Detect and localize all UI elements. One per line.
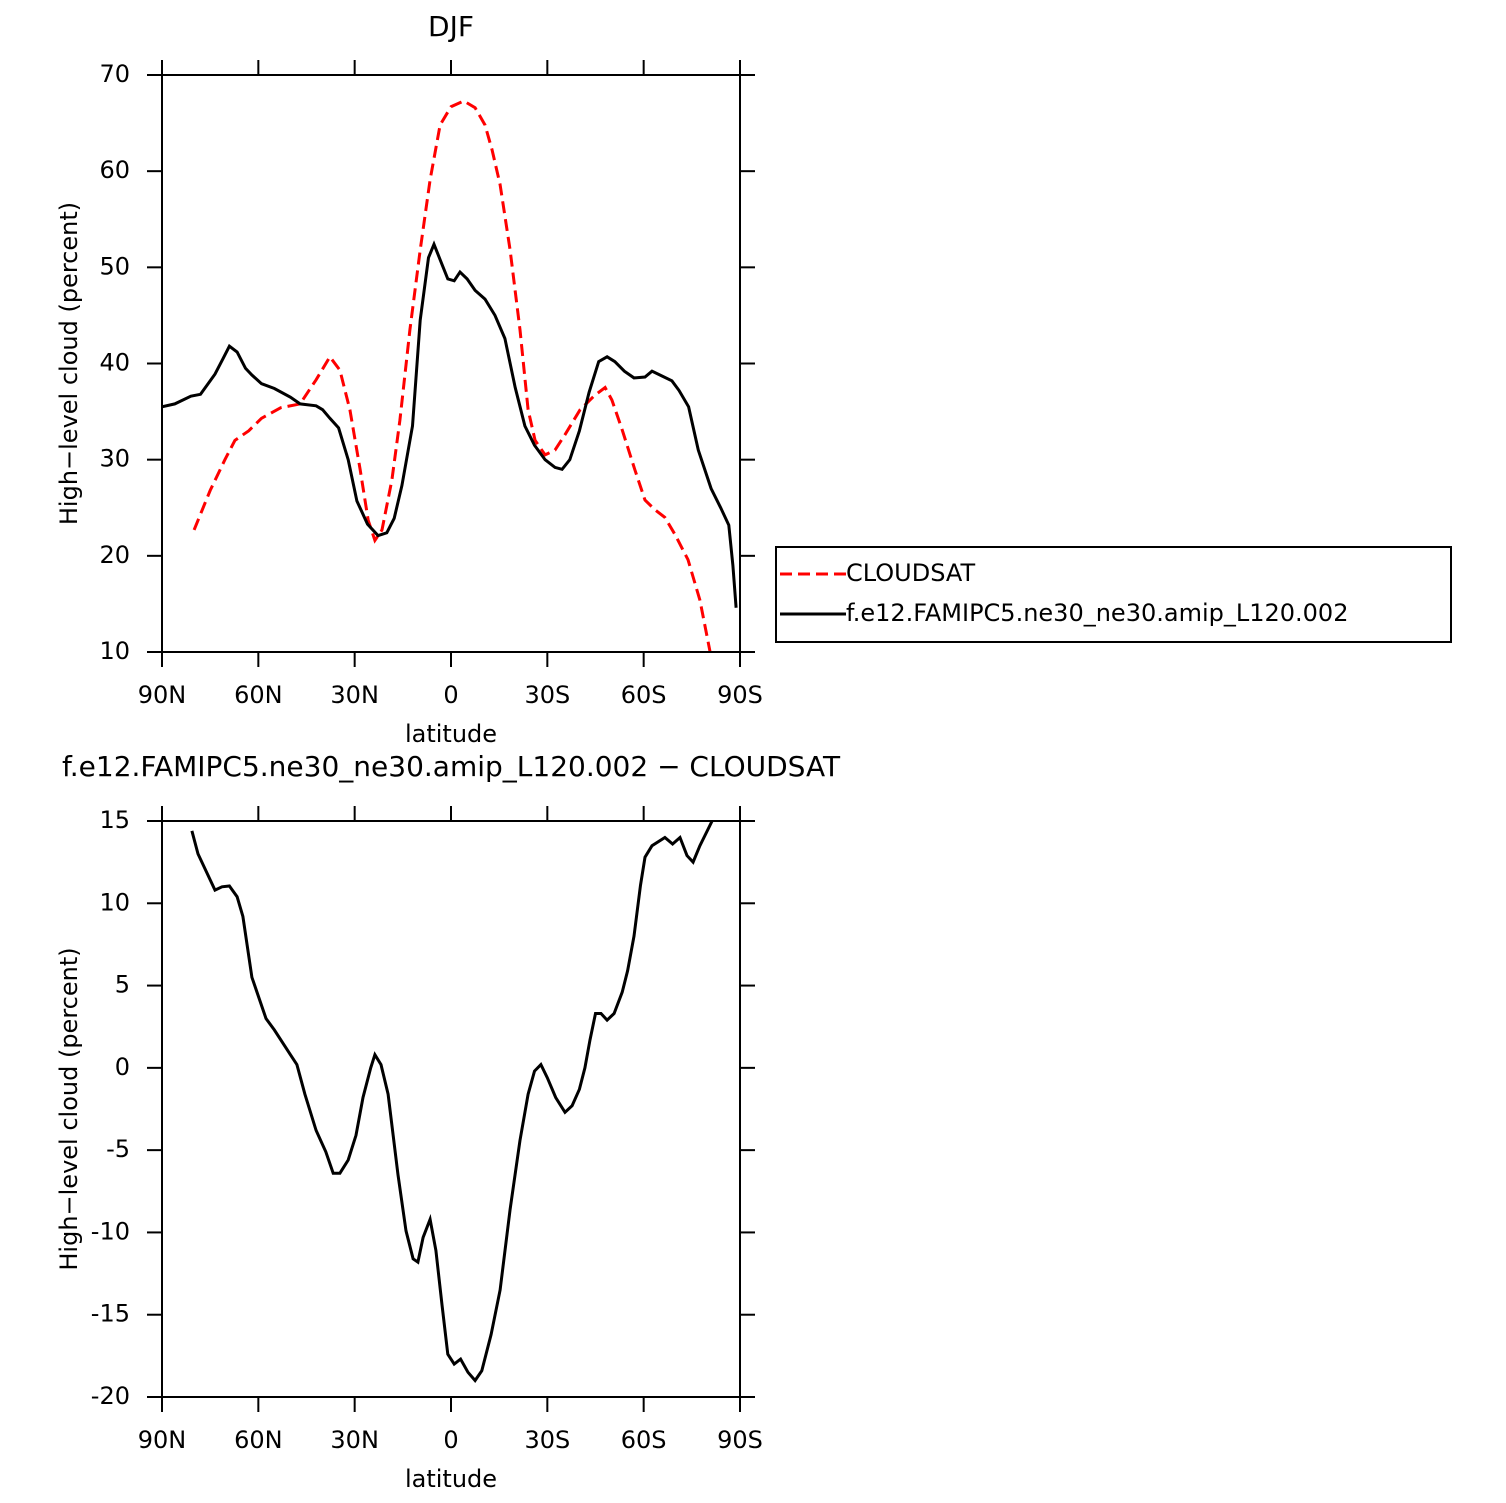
x-tick-label: 90S [717, 1426, 763, 1454]
panel: DJF latitude High−level cloud (percent) 10 2… [55, 10, 1452, 748]
x-tick-label: 90S [717, 681, 763, 709]
y-tick-label: 0 [115, 1053, 130, 1081]
x-tick-label: 60S [621, 681, 667, 709]
data-line [162, 240, 738, 608]
x-tick-label: 60N [234, 1426, 283, 1454]
y-tick-label: -20 [91, 1382, 130, 1410]
plot-frame [161, 74, 741, 653]
data-line [192, 99, 712, 653]
x-tick-label: 0 [443, 1426, 458, 1454]
panel: f.e12.FAMIPC5.ne30_ne30.amip_L120.002 − … [55, 750, 841, 1493]
y-axis-label: High−level cloud (percent) [55, 947, 83, 1270]
x-tick-label: 30N [330, 1426, 379, 1454]
y-tick-label: 40 [99, 349, 130, 377]
y-tick-label: -15 [91, 1300, 130, 1328]
y-tick-label: 10 [99, 637, 130, 665]
legend-label: f.e12.FAMIPC5.ne30_ne30.amip_L120.002 [846, 599, 1348, 627]
x-tick-label: 60S [621, 1426, 667, 1454]
data-line [190, 820, 714, 1383]
x-axis-label: latitude [405, 1465, 497, 1493]
x-tick-label: 90N [138, 1426, 187, 1454]
x-tick-label: 30N [330, 681, 379, 709]
y-tick-label: 5 [115, 971, 130, 999]
legend: CLOUDSAT f.e12.FAMIPC5.ne30_ne30.amip_L12… [775, 546, 1452, 643]
y-tick-label: 50 [99, 252, 130, 280]
x-tick-label: 60N [234, 681, 283, 709]
y-axis-label: High−level cloud (percent) [55, 202, 83, 525]
chart-title: f.e12.FAMIPC5.ne30_ne30.amip_L120.002 − … [62, 750, 841, 783]
x-tick-label: 30S [524, 1426, 570, 1454]
y-tick-label: -10 [91, 1217, 130, 1245]
y-tick-label: 15 [99, 806, 130, 834]
y-tick-label: 60 [99, 156, 130, 184]
x-axis-label: latitude [405, 720, 497, 748]
plot-frame [161, 820, 741, 1398]
legend-box [775, 546, 1452, 643]
chart-title: DJF [428, 10, 474, 43]
y-tick-label: 10 [99, 888, 130, 916]
x-tick-label: 90N [138, 681, 187, 709]
y-tick-label: 70 [99, 60, 130, 88]
legend-label: CLOUDSAT [846, 559, 975, 587]
y-tick-label: -5 [106, 1135, 130, 1163]
x-tick-label: 30S [524, 681, 570, 709]
y-tick-label: 30 [99, 445, 130, 473]
x-tick-label: 0 [443, 681, 458, 709]
y-tick-label: 20 [99, 541, 130, 569]
